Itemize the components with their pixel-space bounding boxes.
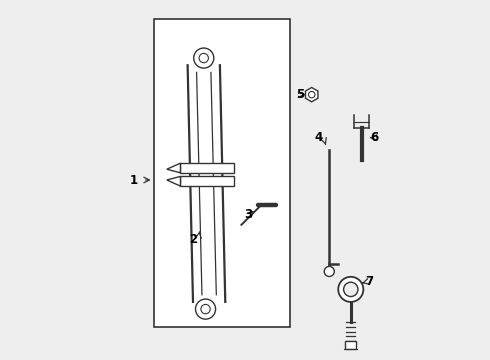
Text: 1: 1 [130,174,138,186]
Text: 6: 6 [371,131,379,144]
Text: 4: 4 [315,131,323,144]
Circle shape [343,282,358,297]
Bar [345,341,356,348]
Bar [153,19,290,327]
Circle shape [196,299,216,319]
Polygon shape [305,87,318,102]
Circle shape [338,277,364,302]
Text: 3: 3 [244,208,252,221]
Text: 5: 5 [296,88,305,101]
Circle shape [201,305,210,314]
Polygon shape [180,176,234,186]
Circle shape [309,91,315,98]
Polygon shape [167,163,180,173]
Text: 2: 2 [189,233,197,246]
Text: 7: 7 [366,275,374,288]
Circle shape [199,53,208,63]
Polygon shape [167,176,180,186]
Polygon shape [180,163,234,173]
Circle shape [324,266,334,276]
Circle shape [194,48,214,68]
